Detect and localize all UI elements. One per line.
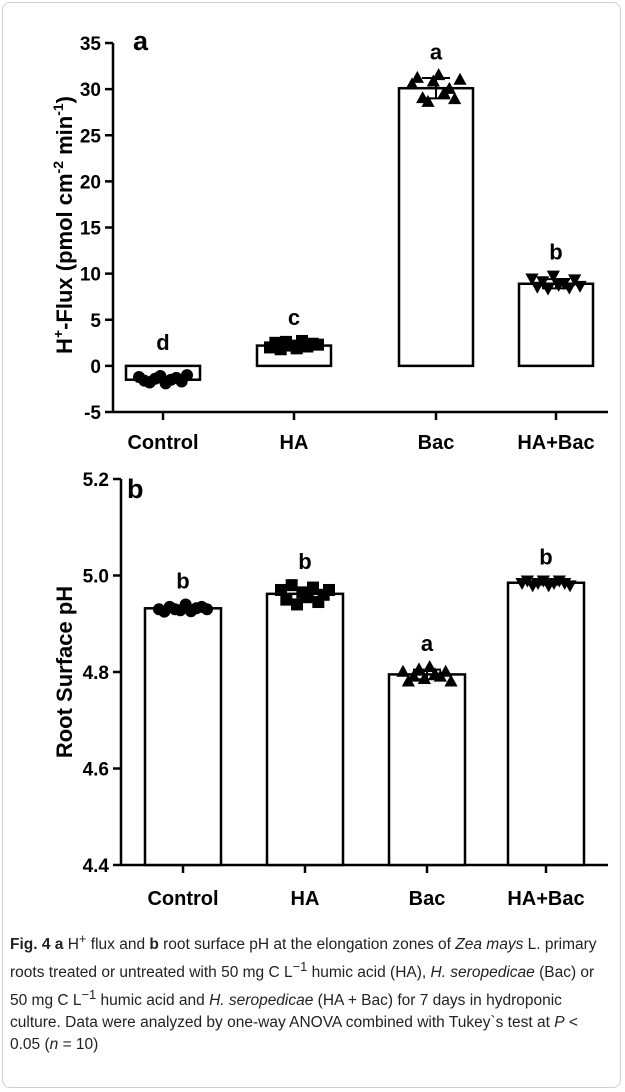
y-tick-label: 30 [80, 80, 101, 101]
panel-label: a [133, 26, 149, 56]
x-tick-label: HA [280, 432, 309, 454]
data-point [417, 672, 431, 685]
panel-label: b [127, 474, 144, 504]
data-point [323, 583, 335, 596]
y-tick-label: 0 [90, 357, 101, 378]
significance-letter: b [176, 568, 189, 593]
y-tick-label: 20 [80, 172, 101, 193]
x-tick-label: HA+Bac [517, 432, 594, 454]
error-bar [532, 579, 560, 586]
bar [265, 592, 345, 867]
caption-text: L. primary roots treated or untreated wi… [10, 936, 597, 982]
significance-letter: c [288, 305, 300, 330]
data-point [530, 281, 544, 294]
caption: Fig. 4 a H+ flux and b root surface pH a… [10, 928, 610, 1056]
data-point [541, 283, 555, 296]
error-bar [149, 375, 177, 384]
caption-text: H. seropedicae [209, 992, 314, 1010]
caption-text: a [54, 936, 64, 954]
error-bar [422, 77, 450, 100]
y-tick-label: 5 [90, 311, 101, 332]
data-point [453, 72, 467, 85]
data-point [405, 77, 419, 90]
data-point [439, 664, 453, 677]
data-point [573, 280, 587, 293]
caption-text: P [554, 1014, 565, 1032]
bar [517, 282, 595, 368]
caption-text: H. seropedicae [430, 964, 535, 982]
caption-text: H [63, 936, 79, 954]
y-tick-label: 35 [80, 34, 102, 55]
x-tick-label: Bac [409, 888, 446, 910]
caption-text: flux and [86, 936, 150, 954]
bar [506, 581, 586, 867]
caption-text: −1 [292, 959, 308, 975]
y-tick-label: 10 [80, 265, 101, 286]
y-tick-label: 5.2 [83, 470, 109, 491]
data-point [525, 273, 539, 286]
caption-text: n [49, 1036, 59, 1054]
data-point [444, 674, 458, 687]
y-axis-label: Root Surface pH [52, 586, 77, 758]
caption-text: = 10) [58, 1036, 99, 1054]
data-point [291, 598, 303, 611]
y-tick-label: 4.4 [83, 856, 110, 877]
y-tick-label: 15 [80, 219, 102, 240]
data-point [201, 603, 213, 616]
caption-text: + [78, 931, 87, 946]
data-point [442, 81, 456, 94]
significance-letter: b [549, 239, 562, 264]
caption-text: Fig. 4 [10, 936, 51, 954]
data-point [412, 662, 426, 675]
data-point [421, 94, 435, 107]
bar [143, 607, 223, 867]
data-point [181, 369, 193, 382]
error-bar [280, 340, 308, 351]
caption-text: humic acid and [96, 992, 210, 1010]
caption-text: humic acid (HA), [307, 964, 431, 982]
data-point [410, 70, 424, 83]
significance-letter: b [298, 549, 311, 574]
y-tick-label: -5 [84, 403, 101, 424]
y-tick-label: 25 [80, 126, 102, 147]
data-point [285, 579, 298, 592]
y-tick-label: 5.0 [83, 567, 109, 588]
caption-text: < 0.05 ( [10, 1014, 578, 1054]
data-point [312, 338, 324, 351]
error-bar [542, 278, 570, 290]
data-point [280, 593, 293, 606]
data-point [396, 664, 410, 677]
caption-text: Zea mays [455, 936, 524, 954]
error-bar [291, 586, 319, 602]
y-axis-label: H+-Flux (pmol cm-2 min-1) [50, 96, 77, 354]
data-point [546, 270, 560, 283]
caption-text: (Bac) or 50 mg C L [10, 964, 595, 1010]
x-tick-label: Bac [418, 432, 455, 454]
significance-letter: d [156, 330, 169, 355]
caption-text: b [149, 936, 159, 954]
y-tick-label: 4.6 [83, 760, 109, 781]
data-point [275, 583, 287, 596]
error-bar [413, 668, 441, 681]
significance-letter: a [421, 631, 434, 656]
data-point [448, 92, 462, 105]
x-tick-label: HA+Bac [507, 888, 584, 910]
caption-text: (HA + Bac) for 7 days in hydroponic cult… [10, 992, 562, 1032]
data-point [568, 274, 582, 287]
caption-text: root surface pH at the elongation zones … [158, 936, 456, 954]
y-tick-label: 4.8 [83, 663, 109, 684]
figure: H+-Flux (pmol cm-2 min-1) Root Surface p… [50, 26, 608, 910]
x-tick-label: Control [147, 888, 218, 910]
caption-text: −1 [81, 987, 97, 1003]
significance-letter: a [430, 39, 443, 64]
error-bar [169, 604, 197, 612]
bar [387, 673, 467, 867]
x-tick-label: HA [291, 888, 320, 910]
significance-letter: b [539, 544, 552, 569]
data-point [563, 580, 577, 593]
x-tick-label: Control [127, 432, 198, 454]
bar [397, 86, 475, 368]
